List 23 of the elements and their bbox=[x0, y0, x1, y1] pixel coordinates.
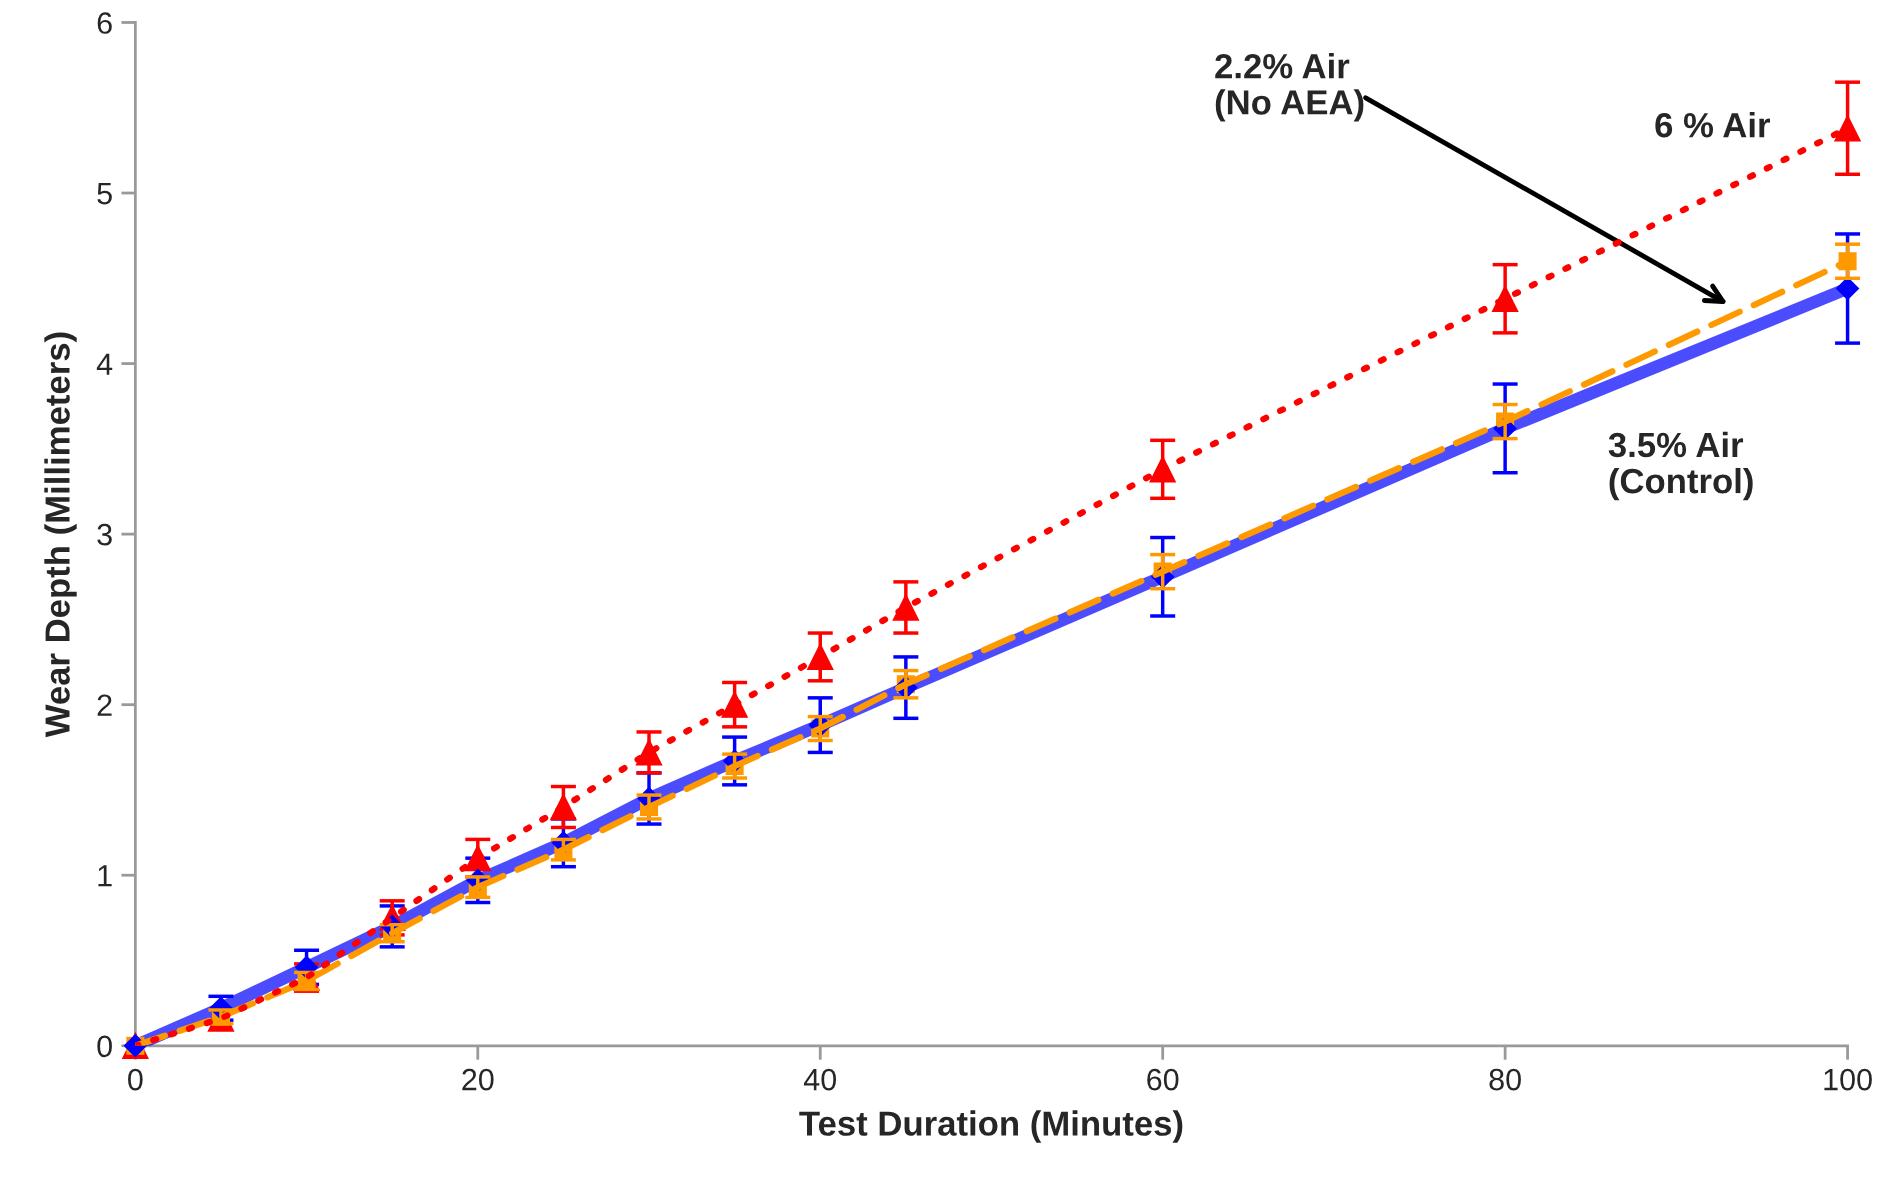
y-tick-label: 0 bbox=[97, 1035, 112, 1058]
x-tick-label: 80 bbox=[1489, 1068, 1521, 1091]
x-tick-label: 100 bbox=[1824, 1068, 1872, 1091]
x-tick-label: 20 bbox=[462, 1068, 494, 1091]
point bbox=[635, 739, 663, 766]
point bbox=[892, 594, 920, 621]
x-tick-label: 60 bbox=[1147, 1068, 1179, 1091]
y-tick-label: 5 bbox=[97, 183, 112, 205]
x-axis-title: Test Duration (Minutes) bbox=[799, 1110, 1183, 1143]
y-axis-title: Wear Depth (Millimeters) bbox=[44, 332, 77, 738]
y-tick-label: 4 bbox=[96, 353, 113, 375]
x-tick-label: 40 bbox=[803, 1068, 837, 1091]
point bbox=[1491, 285, 1519, 312]
point bbox=[1836, 277, 1860, 301]
text: 2.2% Air (No AEA) bbox=[1215, 53, 1364, 122]
x-tick-label: 0 bbox=[128, 1068, 143, 1091]
y-tick-label: 3 bbox=[97, 523, 112, 546]
y-tick-label: 2 bbox=[97, 694, 112, 716]
point bbox=[1834, 115, 1861, 142]
series-label: 6 % Air bbox=[1655, 112, 1770, 138]
y-tick-label: 6 bbox=[97, 12, 112, 34]
y-tick-label: 1 bbox=[98, 865, 112, 887]
series-label: 3.5% Air (Control) bbox=[1608, 431, 1753, 501]
